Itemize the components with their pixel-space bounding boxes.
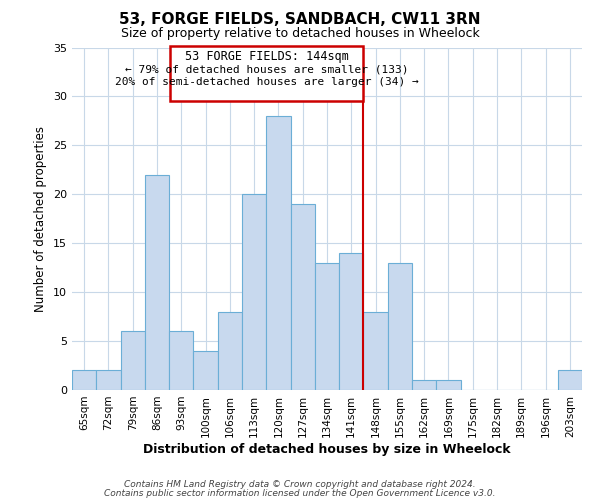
Text: ← 79% of detached houses are smaller (133): ← 79% of detached houses are smaller (13… <box>125 64 409 74</box>
Bar <box>96 370 121 390</box>
Y-axis label: Number of detached properties: Number of detached properties <box>34 126 47 312</box>
Bar <box>339 253 364 390</box>
Bar <box>170 46 363 102</box>
Text: 53, FORGE FIELDS, SANDBACH, CW11 3RN: 53, FORGE FIELDS, SANDBACH, CW11 3RN <box>119 12 481 28</box>
Bar <box>388 263 412 390</box>
Bar <box>169 332 193 390</box>
Text: Contains HM Land Registry data © Crown copyright and database right 2024.: Contains HM Land Registry data © Crown c… <box>124 480 476 489</box>
X-axis label: Distribution of detached houses by size in Wheelock: Distribution of detached houses by size … <box>143 442 511 456</box>
Text: Size of property relative to detached houses in Wheelock: Size of property relative to detached ho… <box>121 28 479 40</box>
Bar <box>315 263 339 390</box>
Text: 20% of semi-detached houses are larger (34) →: 20% of semi-detached houses are larger (… <box>115 76 419 87</box>
Text: Contains public sector information licensed under the Open Government Licence v3: Contains public sector information licen… <box>104 488 496 498</box>
Bar <box>218 312 242 390</box>
Bar <box>290 204 315 390</box>
Bar <box>72 370 96 390</box>
Bar <box>121 332 145 390</box>
Bar <box>364 312 388 390</box>
Bar <box>412 380 436 390</box>
Bar <box>436 380 461 390</box>
Bar <box>242 194 266 390</box>
Bar <box>266 116 290 390</box>
Bar <box>145 174 169 390</box>
Bar <box>558 370 582 390</box>
Bar <box>193 351 218 390</box>
Text: 53 FORGE FIELDS: 144sqm: 53 FORGE FIELDS: 144sqm <box>185 50 349 63</box>
